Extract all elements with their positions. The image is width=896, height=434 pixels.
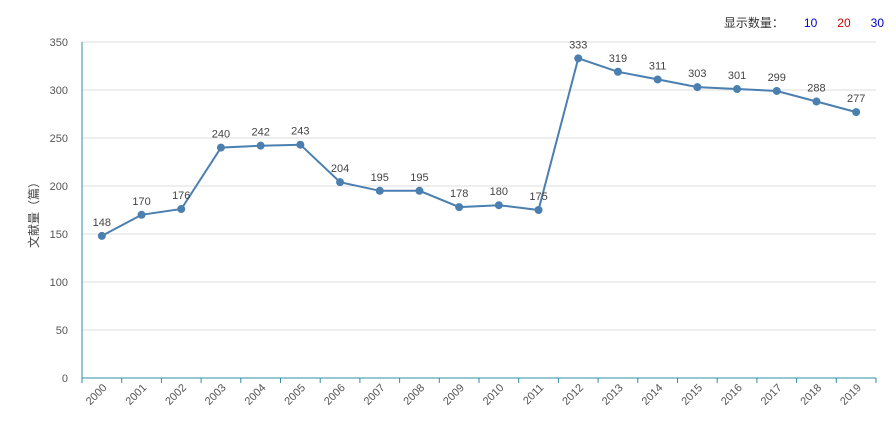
y-tick-label-0: 0	[62, 373, 68, 385]
grid-lines	[82, 41, 876, 331]
data-label-2010: 180	[490, 186, 508, 198]
data-point-2009[interactable]	[455, 203, 464, 212]
x-tick-label-2018: 2018	[798, 382, 824, 408]
data-label-2014: 311	[649, 60, 667, 72]
x-tick-label-2003: 2003	[203, 382, 229, 408]
x-tick-label-2002: 2002	[163, 382, 189, 408]
y-tick-label-250: 250	[50, 133, 68, 145]
display-count-option-30[interactable]: 30	[870, 15, 884, 30]
x-tick-label-2019: 2019	[838, 382, 864, 408]
x-tick-label-2015: 2015	[679, 382, 705, 408]
data-label-2009: 178	[450, 188, 468, 200]
x-tick-label-2007: 2007	[362, 382, 388, 408]
data-point-2013[interactable]	[613, 67, 622, 76]
x-tick-label-2013: 2013	[600, 382, 626, 408]
data-label-2012: 333	[569, 39, 587, 51]
y-tick-label-350: 350	[50, 37, 68, 49]
x-tick-label-2005: 2005	[282, 382, 308, 408]
data-point-2012[interactable]	[574, 54, 583, 63]
x-axis-ticks: 2000 2001 2002 2003 2004 2005 2006 2007 2008 2009…	[81, 378, 877, 408]
x-tick-label-2010: 2010	[481, 382, 507, 408]
data-label-2017: 299	[768, 72, 786, 84]
data-point-2001[interactable]	[137, 210, 146, 219]
data-point-2008[interactable]	[415, 186, 424, 195]
data-point-2006[interactable]	[336, 178, 345, 187]
data-label-2005: 243	[291, 126, 309, 138]
data-point-2017[interactable]	[772, 86, 781, 95]
data-label-2004: 242	[251, 127, 269, 139]
data-label-2001: 170	[132, 196, 150, 208]
data-point-2019[interactable]	[852, 108, 861, 117]
data-label-2013: 319	[609, 53, 627, 65]
x-tick-label-2017: 2017	[759, 382, 785, 408]
data-label-2003: 240	[212, 129, 230, 141]
data-label-2002: 176	[172, 190, 190, 202]
data-point-2000[interactable]	[97, 231, 106, 240]
data-point-2010[interactable]	[494, 201, 503, 210]
data-label-2018: 288	[807, 83, 825, 95]
x-tick-label-2008: 2008	[401, 382, 427, 408]
data-label-2008: 195	[410, 172, 428, 184]
data-point-2014[interactable]	[653, 75, 662, 84]
axes	[81, 42, 876, 379]
x-tick-label-2016: 2016	[719, 382, 745, 408]
data-point-2011[interactable]	[534, 206, 543, 214]
data-label-2000: 148	[93, 217, 111, 229]
data-label-2011: 175	[529, 191, 547, 203]
display-count-option-20[interactable]: 20	[837, 15, 851, 30]
x-tick-label-2000: 2000	[84, 382, 110, 408]
display-count-control: 显示数量： 10 20 30	[724, 14, 884, 31]
data-point-2015[interactable]	[693, 83, 702, 92]
x-tick-label-2011: 2011	[521, 382, 546, 407]
x-tick-label-2004: 2004	[243, 382, 269, 408]
data-point-2003[interactable]	[216, 143, 225, 152]
y-tick-label-150: 150	[50, 229, 68, 241]
data-labels: 148 170 176 240 242 243 204 195 195 178 180 175 333 3…	[93, 39, 866, 229]
x-tick-label-2014: 2014	[640, 382, 666, 408]
series-line	[101, 57, 857, 237]
x-tick-label-2001: 2001	[124, 382, 150, 408]
y-axis-ticks: 0 50 100 150 200 250 300 350	[50, 37, 68, 385]
y-axis-title: 文献量（篇）	[26, 176, 41, 248]
data-label-2016: 301	[728, 70, 746, 82]
data-point-2016[interactable]	[733, 85, 742, 94]
data-label-2007: 195	[371, 172, 389, 184]
x-tick-label-2006: 2006	[322, 382, 348, 408]
series-group	[97, 54, 861, 240]
x-tick-label-2012: 2012	[560, 382, 586, 408]
data-point-2002[interactable]	[177, 205, 186, 214]
y-tick-label-200: 200	[50, 181, 68, 193]
data-point-2005[interactable]	[296, 140, 305, 149]
data-label-2015: 303	[688, 68, 706, 80]
y-tick-label-50: 50	[56, 325, 68, 337]
y-tick-label-100: 100	[50, 277, 68, 289]
y-tick-label-300: 300	[50, 85, 68, 97]
data-label-2019: 277	[847, 93, 865, 105]
data-label-2006: 204	[331, 163, 349, 175]
display-count-label: 显示数量：	[723, 16, 784, 30]
data-point-2007[interactable]	[375, 186, 384, 195]
data-point-2004[interactable]	[256, 141, 265, 150]
display-count-option-10[interactable]: 10	[803, 15, 818, 30]
data-point-2018[interactable]	[812, 97, 821, 106]
x-tick-label-2009: 2009	[441, 382, 467, 408]
